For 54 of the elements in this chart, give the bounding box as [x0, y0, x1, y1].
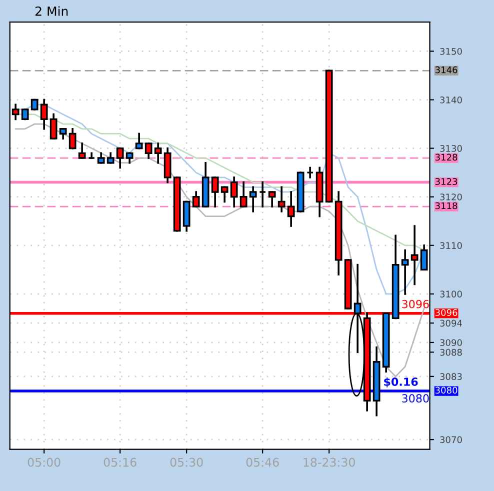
candlestick — [68, 128, 76, 150]
annotation: 3080 — [402, 394, 429, 403]
y-tick-label: 3130 — [440, 145, 462, 152]
ref-line-label: 3123 — [436, 178, 458, 185]
y-tick-label: 3120 — [440, 194, 462, 200]
candlestick — [50, 113, 58, 140]
chart-title: 2 Min — [35, 6, 68, 16]
x-tick-label: 05:16 — [104, 458, 136, 467]
candlestick — [116, 147, 124, 169]
candlestick — [21, 108, 29, 120]
candlestick — [30, 98, 38, 110]
x-tick-label: 05:30 — [170, 458, 203, 467]
y-tick-label: 3070 — [440, 436, 462, 444]
candlestick — [401, 249, 409, 295]
annotation: 3096 — [402, 300, 429, 308]
candlestick — [240, 181, 248, 208]
y-tick-label: 3100 — [440, 290, 462, 298]
x-tick-label: 05:46 — [246, 458, 279, 467]
candlestick — [220, 186, 228, 203]
y-tick-label: 3090 — [440, 339, 462, 346]
candlestick — [306, 166, 314, 178]
ref-line-label: 3080 — [436, 386, 458, 394]
candlestick — [97, 152, 105, 164]
candlestick — [287, 191, 295, 227]
candlestick — [249, 186, 257, 212]
candlestick — [192, 191, 200, 208]
candlestick — [126, 152, 134, 164]
annotation: $0.16 — [384, 377, 418, 388]
y-tick-label: 3110 — [440, 242, 462, 249]
candlestick — [59, 128, 67, 140]
candlestick — [258, 181, 266, 208]
candlestick — [40, 98, 48, 130]
candlestick — [211, 176, 219, 208]
candlestick — [230, 176, 238, 208]
y-tick-label: 3150 — [440, 48, 462, 55]
candlestick — [278, 186, 286, 212]
candlestick — [88, 152, 96, 159]
ref-line-label: 3128 — [436, 154, 458, 161]
y-tick-label: 3140 — [440, 96, 462, 104]
candlestick — [78, 142, 86, 159]
y-tick-label: 3083 — [440, 373, 462, 380]
candlestick — [154, 142, 162, 164]
candlestick — [135, 132, 143, 150]
ref-line-label: 3118 — [436, 202, 458, 210]
candlestick — [410, 225, 418, 286]
x-tick-label: 18-23:30 — [304, 458, 355, 467]
ref-line-label: 3146 — [436, 66, 458, 74]
candlestick — [268, 191, 276, 208]
candlestick — [106, 152, 114, 164]
y-tick-label: 3094 — [440, 320, 462, 327]
x-tick-label: 05:00 — [28, 458, 60, 467]
ref-line-label: 3096 — [436, 309, 458, 316]
y-tick-label: 3088 — [440, 348, 462, 356]
candlestick — [144, 142, 152, 159]
